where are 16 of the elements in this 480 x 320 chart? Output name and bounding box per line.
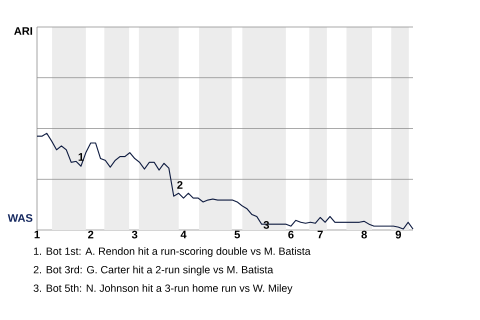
x-tick-label: 2 [88,230,94,238]
x-tick-label: 9 [396,230,402,238]
text: ARI [14,27,32,35]
x-tick-label: 3 [132,230,138,239]
text: 1. Bot 1st: A. Rendon hit a run-scoring double vs M. Batista [34,247,311,257]
x-tick-label: 6 [288,230,294,238]
text: WAS [8,214,32,222]
annotation: 1 [78,153,84,161]
x-tick-label: 5 [234,230,240,238]
text: 2. Bot 3rd: G. Carter hit a 2-run single vs M. Batista [34,266,274,276]
x-tick-label: 8 [361,230,367,238]
text: 3. Bot 5th: N. Johnson hit a 3-run home run vs W. Miley [34,284,292,294]
x-tick-label: 1 [34,230,40,238]
annotation: 2 [177,181,182,189]
x-tick-label: 4 [180,230,187,238]
x-tick-label: 7 [318,230,323,238]
